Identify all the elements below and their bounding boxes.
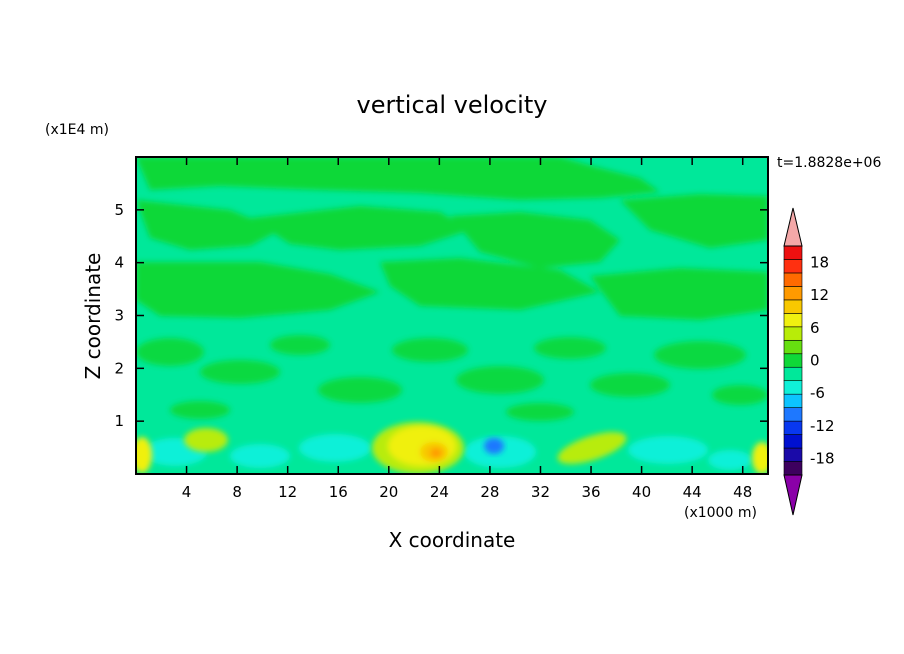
colorbar-swatch bbox=[783, 380, 803, 395]
x-tick-label: 44 bbox=[683, 483, 702, 501]
colorbar-swatch bbox=[783, 420, 803, 435]
turbulent-layer bbox=[136, 335, 768, 421]
colorbar-swatch bbox=[783, 461, 803, 476]
y-tick-label: 2 bbox=[114, 359, 124, 377]
x-axis: 4 8 12 16 20 24 28 32 36 40 44 48 bbox=[182, 157, 752, 501]
y-axis-label: Z coordinate bbox=[81, 253, 105, 380]
colorbar-tick-label: -6 bbox=[810, 384, 825, 402]
colorbar-swatch bbox=[783, 447, 803, 462]
colorbar: 18 12 6 0 -6 -12 -18 bbox=[783, 207, 835, 516]
colorbar-low-arrow bbox=[783, 474, 803, 516]
x-tick-label: 40 bbox=[632, 483, 651, 501]
surface-downdrafts bbox=[143, 434, 752, 470]
x-tick-label: 32 bbox=[531, 483, 550, 501]
x-tick-label: 8 bbox=[232, 483, 242, 501]
colorbar-swatch bbox=[783, 393, 803, 408]
colorbar-swatch bbox=[783, 353, 803, 368]
colorbar-swatch bbox=[783, 272, 803, 287]
colorbar-swatch bbox=[783, 313, 803, 328]
y-tick-label: 5 bbox=[114, 201, 124, 219]
colorbar-swatch bbox=[783, 259, 803, 274]
downdraft-core bbox=[484, 438, 504, 454]
x-unit-label: (x1000 m) bbox=[684, 505, 757, 521]
x-tick-label: 20 bbox=[379, 483, 398, 501]
velocity-field bbox=[136, 157, 768, 474]
colorbar-swatch bbox=[783, 326, 803, 341]
x-axis-label: X coordinate bbox=[389, 528, 516, 552]
colorbar-swatch bbox=[783, 299, 803, 314]
upper-green-patches bbox=[136, 157, 768, 320]
colorbar-swatch bbox=[783, 286, 803, 301]
x-tick-label: 36 bbox=[581, 483, 600, 501]
colorbar-tick-label: -18 bbox=[810, 450, 835, 468]
colorbar-swatch bbox=[783, 339, 803, 355]
colorbar-tick-label: 18 bbox=[810, 253, 829, 271]
colorbar-swatch bbox=[783, 407, 803, 422]
surface-updrafts bbox=[136, 422, 768, 474]
y-axis: 1 2 3 4 5 bbox=[114, 201, 768, 430]
time-label: t=1.8828e+06 bbox=[777, 155, 881, 171]
colorbar-tick-label: -12 bbox=[810, 417, 835, 435]
x-tick-label: 16 bbox=[329, 483, 348, 501]
y-tick-label: 3 bbox=[114, 307, 124, 325]
colorbar-swatch bbox=[783, 245, 803, 260]
colorbar-high-arrow bbox=[783, 207, 803, 247]
colorbar-swatch bbox=[783, 366, 803, 382]
x-tick-label: 48 bbox=[733, 483, 752, 501]
x-tick-label: 12 bbox=[278, 483, 297, 501]
x-tick-label: 28 bbox=[480, 483, 499, 501]
y-unit-label: (x1E4 m) bbox=[45, 122, 109, 138]
colorbar-tick-label: 6 bbox=[810, 319, 820, 337]
colorbar-tick-label: 0 bbox=[810, 352, 820, 370]
x-tick-label: 24 bbox=[430, 483, 449, 501]
chart-title: vertical velocity bbox=[357, 91, 548, 119]
y-tick-label: 1 bbox=[114, 412, 124, 430]
colorbar-swatch bbox=[783, 434, 803, 449]
x-tick-label: 4 bbox=[182, 483, 192, 501]
y-tick-label: 4 bbox=[114, 254, 124, 272]
colorbar-tick-label: 12 bbox=[810, 286, 829, 304]
